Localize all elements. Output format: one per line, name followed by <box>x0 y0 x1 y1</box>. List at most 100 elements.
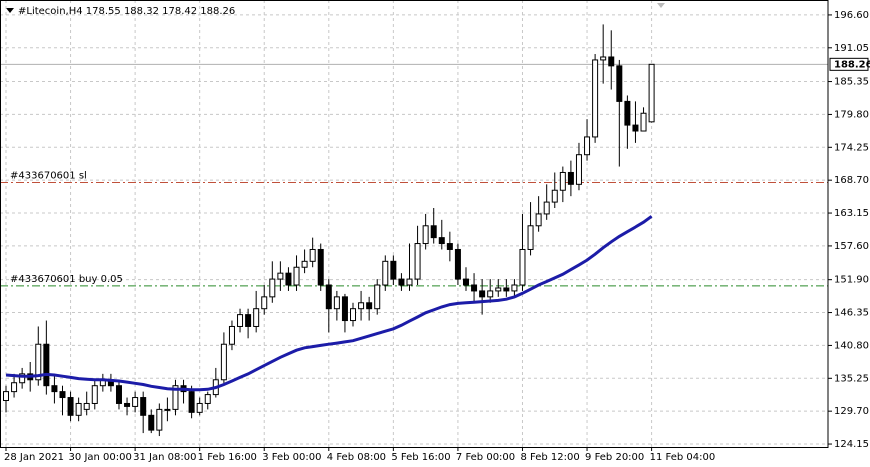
candle-body <box>11 382 18 393</box>
candle-body <box>495 287 502 292</box>
y-tick-label: 151.90 <box>834 275 869 286</box>
candle-body <box>188 391 195 413</box>
candle-body <box>285 272 292 286</box>
candle-body <box>83 402 90 410</box>
y-tick-label: 163.15 <box>834 208 869 219</box>
x-tick-label: 9 Feb 20:00 <box>585 452 644 463</box>
candle-body <box>67 397 74 416</box>
candle-body <box>220 343 227 381</box>
x-tick-label: 28 Jan 2021 <box>4 452 64 463</box>
x-tick-label: 31 Jan 08:00 <box>133 452 196 463</box>
last-price-box <box>829 57 869 71</box>
x-tick-label: 4 Feb 08:00 <box>327 452 386 463</box>
order-label: #433670601 sl <box>10 171 87 182</box>
candle-body <box>309 248 316 262</box>
plot <box>3 24 655 437</box>
candle-body <box>148 414 155 431</box>
candle-body <box>132 397 139 407</box>
y-tick-label: 168.70 <box>834 175 869 186</box>
candle-body <box>511 284 518 292</box>
candle-body <box>592 59 599 138</box>
candle-body <box>261 296 268 310</box>
candle-body <box>19 373 26 384</box>
candle-body <box>253 308 260 327</box>
candle-body <box>325 284 332 310</box>
candle-body <box>269 278 276 298</box>
candle-body <box>75 402 82 416</box>
candle-body <box>164 408 171 411</box>
candle-body <box>406 278 413 286</box>
candle-body <box>471 284 478 292</box>
candle-body <box>559 171 566 191</box>
shift-marker[interactable] <box>657 3 665 8</box>
candle-body <box>551 189 558 203</box>
candle-body <box>382 260 389 286</box>
x-tick-label: 11 Feb 04:00 <box>650 452 716 463</box>
candle-body <box>156 408 163 431</box>
last-price-label: 188.26 <box>834 59 870 70</box>
candle-body <box>204 394 211 404</box>
candle-body <box>374 284 381 310</box>
candle-body <box>358 302 365 310</box>
x-tick-label: 8 Feb 12:00 <box>520 452 579 463</box>
candle-body <box>608 56 615 67</box>
candle-body <box>648 63 655 123</box>
candle-body <box>454 248 461 280</box>
candle-body <box>519 248 526 286</box>
y-tick-label: 174.25 <box>834 142 869 153</box>
grid <box>0 0 828 447</box>
candle-body <box>91 385 98 404</box>
x-tick-label: 7 Feb 00:00 <box>456 452 515 463</box>
candle-body <box>43 343 50 387</box>
candle-body <box>59 391 66 399</box>
y-tick-label: 191.05 <box>834 43 869 54</box>
menu-icon[interactable] <box>6 8 14 13</box>
candle-body <box>624 100 631 126</box>
candle-body <box>124 402 131 407</box>
candle-body <box>366 302 373 310</box>
y-tick-label: 185.35 <box>834 77 869 88</box>
y-tick-label: 129.70 <box>834 406 869 417</box>
candle-body <box>567 171 574 185</box>
candle-body <box>543 201 550 215</box>
y-tick-label: 135.25 <box>834 373 869 384</box>
candle-body <box>293 266 300 286</box>
moving-average <box>5 215 653 392</box>
y-tick-label: 124.15 <box>834 439 869 450</box>
candle-body <box>616 65 623 102</box>
candle-body <box>487 290 494 298</box>
candle-body <box>245 314 252 327</box>
candle-body <box>422 225 429 245</box>
candle-body <box>535 213 542 227</box>
chart-title: #Litecoin,H4 178.55 188.32 178.42 188.26 <box>18 6 235 17</box>
candle-body <box>317 248 324 286</box>
candle-body <box>3 391 9 402</box>
candle-body <box>430 225 437 239</box>
candle-body <box>438 237 445 245</box>
candle-body <box>398 278 405 286</box>
candle-body <box>390 260 397 280</box>
plot-frame <box>0 0 829 448</box>
candle-body <box>140 397 147 416</box>
candle-body <box>333 296 340 310</box>
candle-body <box>600 56 607 61</box>
candle-body <box>277 272 284 280</box>
candle-body <box>196 402 203 413</box>
x-tick-label: 1 Feb 16:00 <box>198 452 257 463</box>
candle-body <box>527 225 534 250</box>
candle-body <box>640 112 647 132</box>
x-tick-label: 3 Feb 00:00 <box>262 452 321 463</box>
y-tick-label: 140.80 <box>834 340 869 351</box>
y-tick-label: 157.60 <box>834 241 869 252</box>
candle-body <box>301 260 308 268</box>
candle-body <box>414 243 421 280</box>
candle-body <box>115 385 122 404</box>
y-tick-label: 196.60 <box>834 10 869 21</box>
candle-body <box>237 314 244 327</box>
candle-body <box>172 385 179 410</box>
candle-body <box>479 290 486 298</box>
candle-body <box>503 287 510 292</box>
candle-body <box>446 243 453 250</box>
